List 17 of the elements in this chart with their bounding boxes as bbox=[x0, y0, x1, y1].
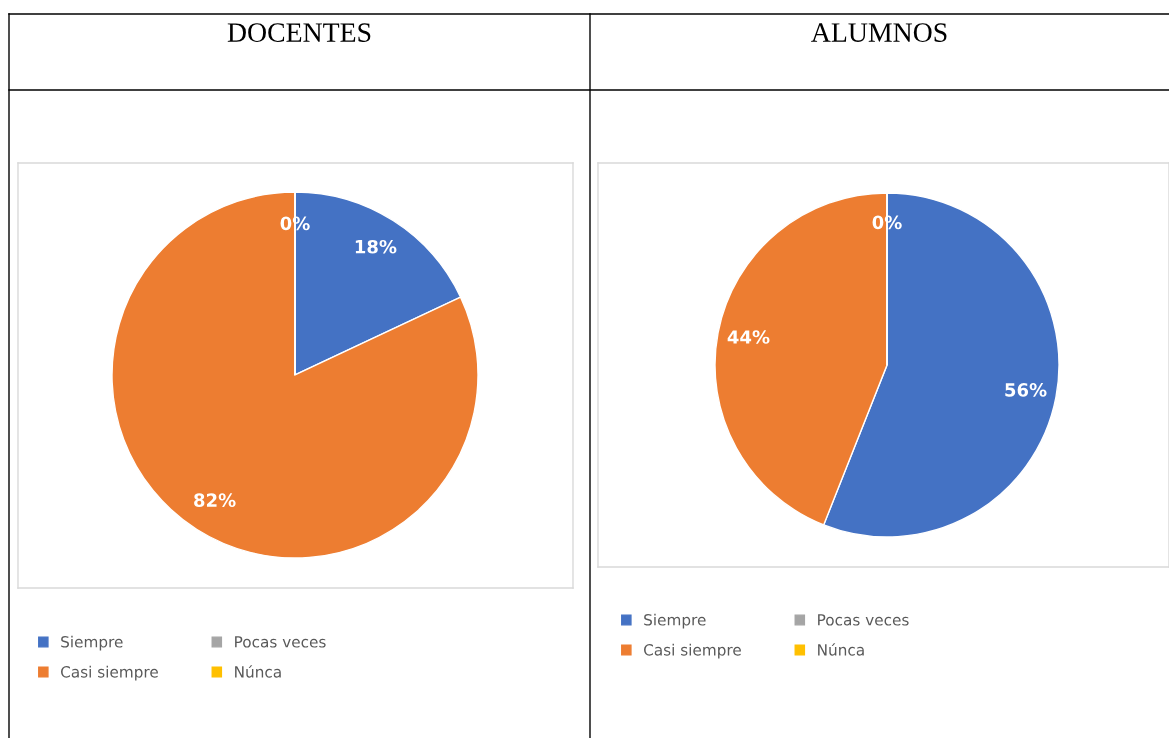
legend-label: Siempre bbox=[644, 613, 706, 629]
legend-label: Pocas veces bbox=[818, 614, 909, 626]
text: 0% bbox=[280, 216, 310, 231]
data-label: 44% bbox=[727, 330, 770, 344]
data-label: 56% bbox=[1005, 383, 1047, 397]
legend-label: Núnca bbox=[818, 643, 864, 656]
legend-label: Casi siempre bbox=[644, 643, 741, 659]
chart-title: DOCENTES bbox=[227, 23, 371, 42]
chart-title: ALUMNOS bbox=[811, 23, 947, 42]
pie-slice bbox=[111, 191, 479, 559]
data-label: 82% bbox=[194, 493, 236, 507]
legend-label: Siempre bbox=[61, 635, 123, 651]
text: 0% bbox=[872, 215, 902, 230]
legend-label: Núnca bbox=[235, 665, 281, 678]
legend-label: Pocas veces bbox=[235, 636, 326, 648]
data-label: 18% bbox=[355, 239, 397, 254]
legend-label: Casi siempre bbox=[61, 665, 158, 681]
